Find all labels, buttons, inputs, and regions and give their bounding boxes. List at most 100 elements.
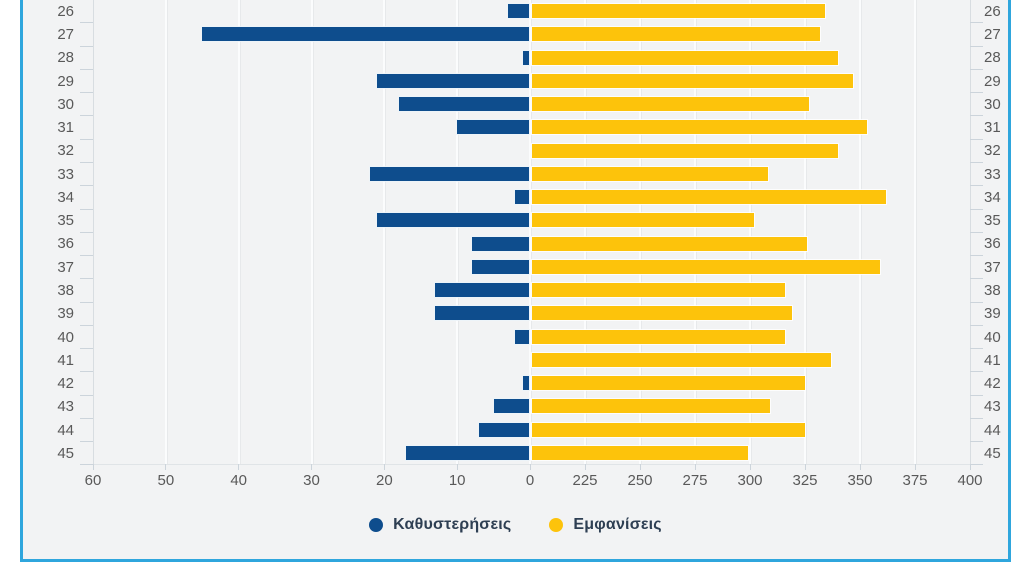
category-tick [969,417,983,419]
category-tick [80,371,93,373]
delays-series-swatch-icon [369,518,384,532]
delays-bar [457,120,530,135]
category-tick [80,115,93,117]
appearances-bar [531,352,832,367]
delays-bar [515,329,530,344]
gridline [804,0,806,464]
x-axis-tick [238,464,240,470]
category-tick [80,278,93,280]
category-tick [969,464,983,466]
x-axis-tick [804,464,806,470]
category-tick [969,394,983,396]
legend-item-delays[interactable]: Καθυστερήσεις [369,516,511,534]
gridline [859,0,861,464]
x-axis-tick [749,464,751,470]
gridline [749,0,751,464]
x-axis-tick-label: 325 [792,472,818,489]
appearances-bar [531,213,755,228]
x-axis-tick-label: 0 [525,472,535,489]
category-tick [80,208,93,210]
y-axis-label-left: 33 [57,165,74,183]
appearances-bar [531,422,805,437]
y-axis-label-right: 27 [984,26,1001,44]
appearances-bar [531,259,880,274]
y-axis-label-right: 26 [984,2,1001,20]
y-axis-label-right: 44 [984,421,1001,439]
y-axis-label-left: 41 [57,351,74,369]
delays-bar [202,27,530,42]
x-axis-tick-label: 20 [375,472,393,489]
x-axis-line [93,464,970,465]
category-tick [969,185,983,187]
appearances-bar [531,399,770,414]
appearances-bar [531,236,808,251]
y-axis-label-left: 28 [57,49,74,67]
category-tick [80,301,93,303]
y-axis-label-right: 41 [984,351,1001,369]
delays-bar [471,259,530,274]
x-axis-tick [92,464,94,470]
y-axis-label-right: 32 [984,142,1001,160]
x-axis-tick [914,464,916,470]
y-axis-line-left [92,0,94,464]
gridline [914,0,916,464]
category-tick [80,22,93,24]
y-axis-label-left: 30 [57,95,74,113]
gridline [310,0,313,464]
category-tick [969,68,983,70]
category-tick [969,324,983,326]
category-tick [80,255,93,256]
y-axis-label-right: 33 [984,165,1001,183]
x-axis-tick [383,464,385,470]
gridline [456,0,459,464]
appearances-bar [531,445,748,460]
x-axis-tick [639,464,641,470]
x-axis-tick-label: 300 [737,472,763,489]
x-axis-tick-label: 40 [230,472,247,489]
category-tick [969,45,983,47]
legend-item-appearances[interactable]: Εμφανίσεις [549,516,662,534]
appearances-bar [531,376,805,391]
x-axis-tick [694,464,696,470]
y-axis-label-right: 38 [984,282,1001,300]
category-tick [80,161,93,163]
x-axis-tick-label: 250 [627,472,653,489]
category-tick [969,138,983,140]
delays-bar [435,306,530,321]
delays-bar [515,190,530,205]
gridline [383,0,386,464]
delays-bar [435,283,530,298]
appearances-bar [531,73,854,88]
category-tick [969,161,983,163]
category-tick [969,92,983,94]
appearances-bar [531,329,786,344]
y-axis-label-right: 42 [984,375,1001,393]
y-axis-label-left: 37 [57,258,74,276]
x-axis-tick-label: 10 [448,472,466,489]
category-tick [969,441,983,443]
gridline [584,0,586,464]
delays-bar [369,166,530,181]
x-axis-tick-label: 375 [902,472,928,489]
delays-bar [377,73,530,88]
category-tick [80,417,93,419]
appearances-bar [531,27,821,42]
y-axis-label-right: 37 [984,258,1001,276]
appearances-bar [531,120,867,135]
y-axis-label-right: 36 [984,235,1001,253]
appearances-bar [531,50,838,65]
category-tick [80,45,93,47]
category-tick [969,231,983,233]
y-axis-label-left: 26 [57,2,74,20]
y-axis-label-left: 39 [57,305,74,323]
y-axis-label-left: 38 [57,282,74,300]
delays-bar [508,4,530,18]
gridline [639,0,641,464]
x-axis-tick [456,464,458,470]
category-tick [969,348,983,349]
category-tick [80,68,93,70]
category-tick [80,441,93,443]
y-axis-label-left: 31 [57,119,74,137]
chart-legend: Καθυστερήσεις Εμφανίσεις [20,512,1011,538]
